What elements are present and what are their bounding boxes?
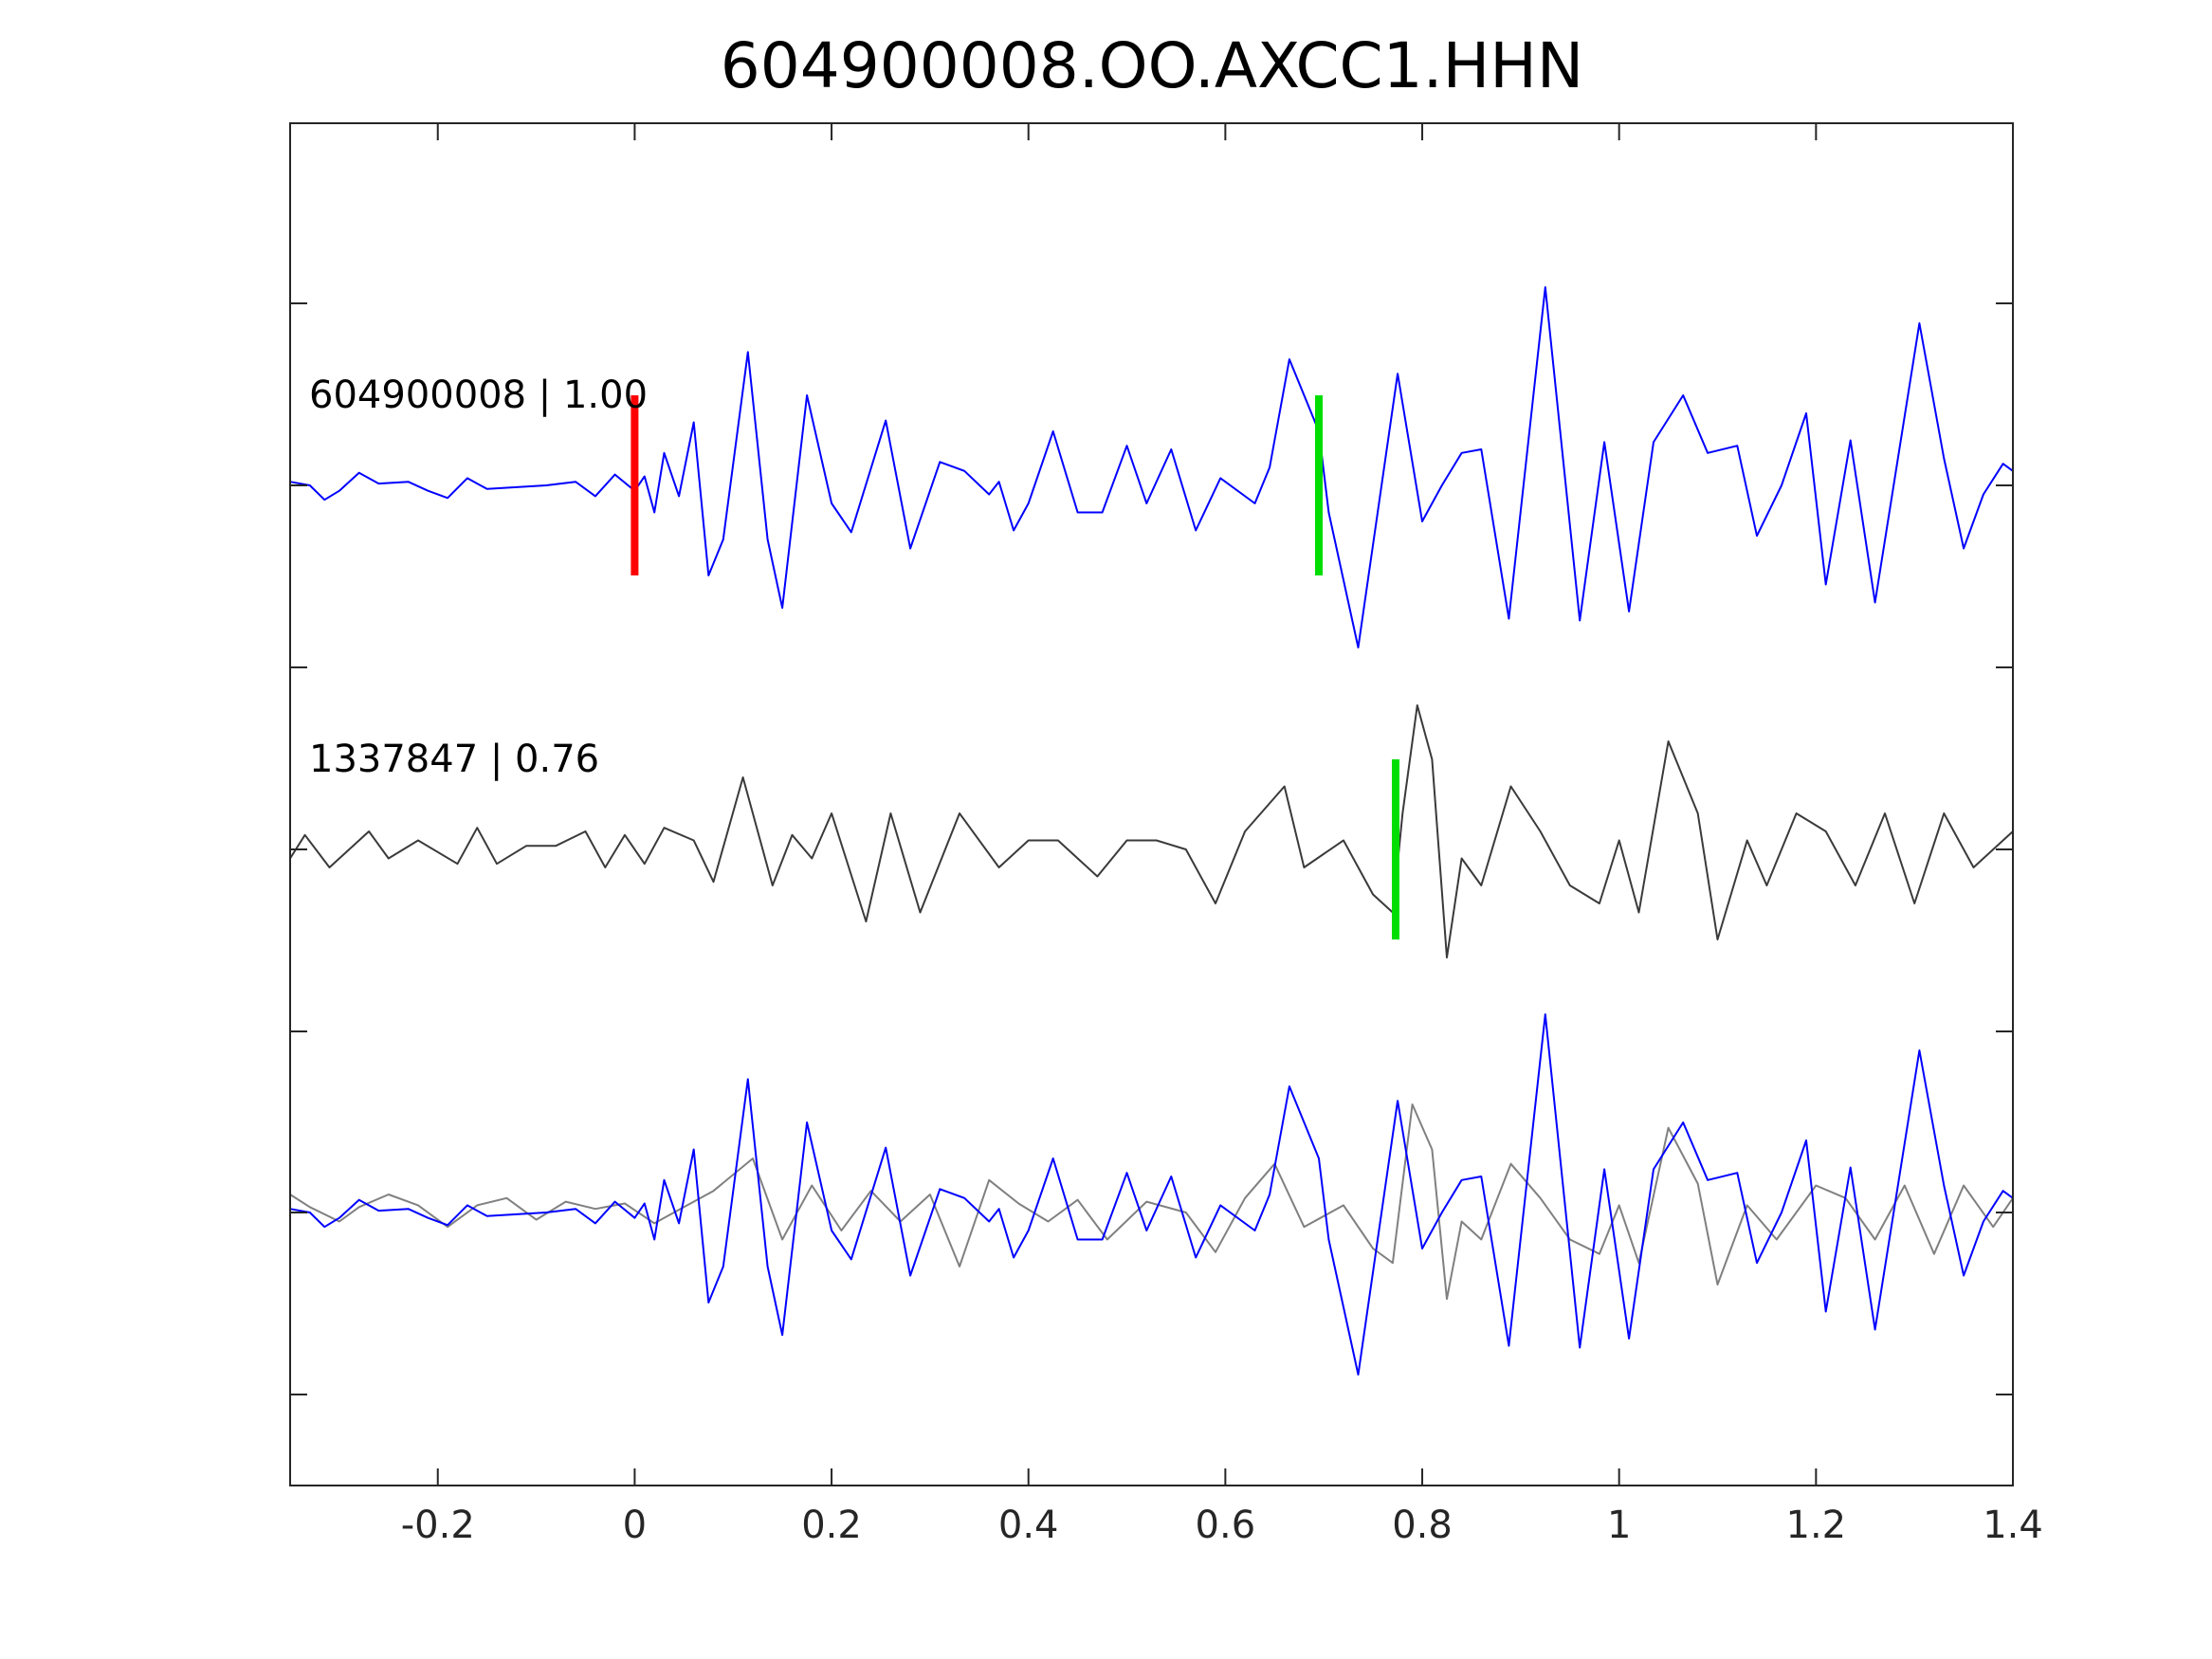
xtick-label-3: 0.4 xyxy=(998,1504,1059,1547)
xtick-label-7: 1.2 xyxy=(1786,1504,1847,1547)
chart-title: 604900008.OO.AXCC1.HHN xyxy=(721,29,1583,102)
xtick-labels-layer: -0.2 0 0.2 0.4 0.6 0.8 1 1.2 1.4 xyxy=(401,1504,2043,1547)
xtick-label-0: -0.2 xyxy=(401,1504,475,1547)
overlay-trace-3 xyxy=(289,1013,2014,1376)
xtick-label-2: 0.2 xyxy=(801,1504,862,1547)
axes-frame xyxy=(289,122,2014,1486)
trace-label-1: 1337847 | 0.76 xyxy=(309,738,599,781)
xtick-label-8: 1.4 xyxy=(1983,1504,2043,1547)
traces-layer xyxy=(289,286,2014,1376)
xtick-label-1: 0 xyxy=(623,1504,647,1547)
xtick-label-6: 1 xyxy=(1607,1504,1631,1547)
trace-label-0: 604900008 | 1.00 xyxy=(309,374,648,417)
picks-layer xyxy=(631,395,1399,939)
xtick-label-5: 0.8 xyxy=(1392,1504,1453,1547)
overlay-trace-2 xyxy=(289,1103,2014,1301)
trace-1 xyxy=(289,704,2014,958)
ticks-layer xyxy=(290,123,2014,1486)
trace-0 xyxy=(289,286,2014,648)
xtick-label-4: 0.6 xyxy=(1196,1504,1256,1547)
trace-labels-layer: 604900008 | 1.00 1337847 | 0.76 xyxy=(309,374,648,781)
